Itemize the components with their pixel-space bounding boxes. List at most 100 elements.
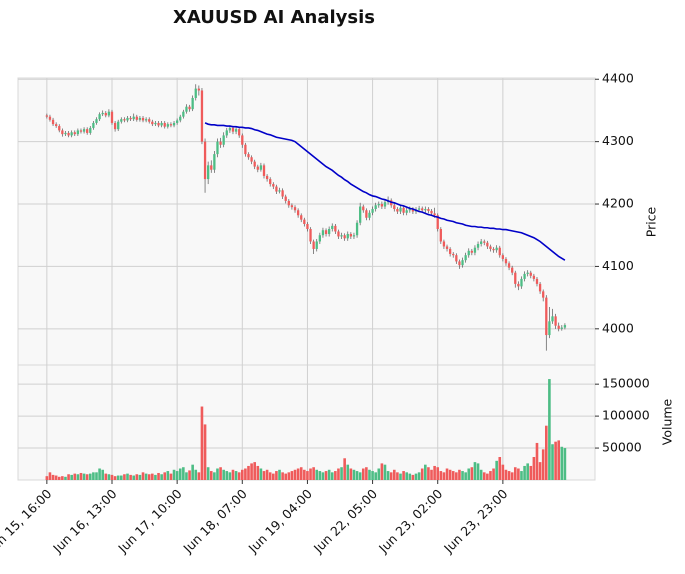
volume-bar <box>489 471 492 480</box>
candle-body <box>172 122 176 126</box>
volume-bar <box>334 471 337 480</box>
volume-bar <box>61 476 64 480</box>
volume-bar <box>160 474 163 480</box>
volume-bar <box>213 472 216 480</box>
volume-bar <box>194 469 198 480</box>
x-tick-label: Jun 17, 10:00 <box>114 486 184 556</box>
candle-body <box>511 267 514 273</box>
y2-axis-label: Volume <box>660 398 675 445</box>
y-tick-label: 4400 <box>602 71 634 86</box>
y-tick-label: 4300 <box>602 133 634 148</box>
volume-bar <box>399 473 402 480</box>
x-tick-label: Jun 23, 02:00 <box>375 486 445 556</box>
volume-bar <box>420 468 424 480</box>
candle-body <box>86 129 89 133</box>
volume-bar <box>461 471 464 480</box>
candle-body <box>129 117 132 120</box>
candle-body <box>501 255 505 259</box>
volume-bar <box>436 467 440 480</box>
volume-bar <box>433 465 436 480</box>
volume-bar <box>532 457 536 480</box>
volume-bar <box>166 471 170 480</box>
candle-body <box>489 246 492 249</box>
candle-body <box>492 248 495 251</box>
candle-body <box>200 90 204 142</box>
candle-body <box>486 242 489 247</box>
volume-bar <box>309 468 312 480</box>
candle-body <box>352 235 356 237</box>
volume-bar <box>417 472 421 480</box>
candle-body <box>520 278 523 287</box>
candle-body <box>207 165 210 180</box>
volume-bar <box>321 472 325 480</box>
volume-bar <box>492 468 495 480</box>
candle-body <box>238 129 241 136</box>
volume-bar <box>197 472 201 480</box>
y-axis-label: Price <box>644 206 659 237</box>
candle-body <box>408 209 411 211</box>
volume-bar <box>464 472 467 480</box>
candle-body <box>157 122 160 126</box>
volume-bar <box>275 471 278 480</box>
volume-bar <box>154 474 157 480</box>
chart-title: XAUUSD AI Analysis <box>173 7 375 28</box>
volume-bar <box>414 473 418 480</box>
candle-body <box>343 235 346 239</box>
volume-bar <box>272 473 275 480</box>
candle-body <box>120 119 123 122</box>
candle-body <box>557 325 560 329</box>
candle-body <box>321 230 325 236</box>
candle-body <box>79 130 83 132</box>
candle-body <box>296 210 300 216</box>
volume-bar <box>247 465 250 480</box>
candle-body <box>203 141 207 180</box>
candle-body <box>436 215 439 229</box>
volume-bar <box>107 474 111 480</box>
y2-tick-label: 50000 <box>602 440 642 455</box>
volume-bar <box>513 467 517 480</box>
candle-body <box>144 119 148 121</box>
volume-bar <box>70 474 73 480</box>
candle-body <box>70 132 73 136</box>
candle-body <box>448 248 452 254</box>
volume-bar <box>178 468 182 480</box>
x-tick-label: Jun 22, 05:00 <box>310 486 380 556</box>
volume-bar <box>349 468 353 480</box>
candle-body <box>197 88 201 91</box>
volume-bar <box>172 469 176 480</box>
volume-bar <box>455 472 458 480</box>
candle-body <box>380 204 384 207</box>
candle-body <box>514 272 517 284</box>
candle-body <box>560 327 563 329</box>
candle-body <box>67 132 70 136</box>
candle-body <box>185 106 188 112</box>
candle-body <box>300 215 303 220</box>
volume-bar <box>85 474 89 480</box>
candle-body <box>182 111 185 117</box>
candle-body <box>542 291 545 298</box>
volume-bar <box>355 471 359 480</box>
candle-body <box>132 116 135 120</box>
volume-bar <box>265 469 269 480</box>
candle-body <box>141 117 145 121</box>
candle-body <box>104 112 107 116</box>
candle-body <box>160 122 163 126</box>
candle-body <box>45 115 48 117</box>
volume-bar <box>495 460 498 480</box>
volume-bar <box>476 463 480 480</box>
candle-body <box>507 263 511 268</box>
volume-bar <box>45 476 49 480</box>
volume-bar <box>386 471 390 480</box>
volume-bar <box>346 464 350 480</box>
volume-bar <box>554 441 557 480</box>
candle-body <box>452 253 455 256</box>
volume-bar <box>538 462 542 480</box>
candle-body <box>228 127 232 131</box>
volume-bar <box>361 468 365 480</box>
volume-bar <box>92 472 95 480</box>
candle-body <box>504 258 508 264</box>
volume-bar <box>79 472 83 480</box>
candle-body <box>101 112 104 115</box>
volume-bar <box>340 467 343 480</box>
